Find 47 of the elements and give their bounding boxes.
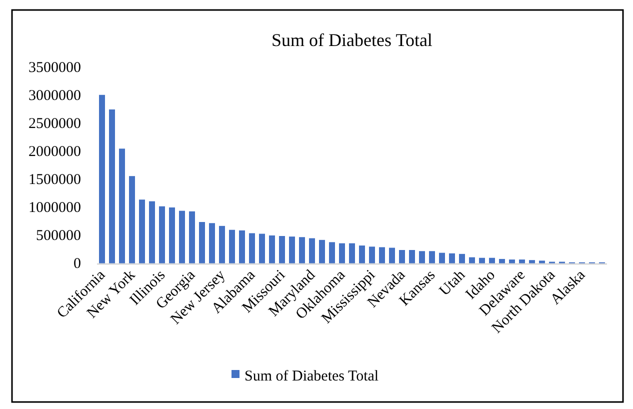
y-tick-label: 3500000 xyxy=(28,60,81,76)
bar xyxy=(239,230,245,264)
bar xyxy=(149,201,155,264)
bar xyxy=(189,211,195,264)
bar xyxy=(379,247,385,264)
bar xyxy=(429,251,435,264)
bar xyxy=(359,246,365,264)
bar xyxy=(289,236,295,264)
bar xyxy=(269,235,275,264)
legend-label: Sum of Diabetes Total xyxy=(244,368,379,384)
bar xyxy=(229,230,235,264)
y-tick-label: 1500000 xyxy=(28,172,81,188)
bar xyxy=(299,237,305,264)
bar xyxy=(459,254,465,264)
bar xyxy=(119,148,125,264)
y-tick-label: 0 xyxy=(74,256,81,272)
bar xyxy=(199,222,205,264)
bar xyxy=(169,207,175,264)
bar xyxy=(319,240,325,264)
bar xyxy=(159,206,165,264)
bar xyxy=(399,250,405,264)
bar xyxy=(219,226,225,264)
bar xyxy=(309,238,315,264)
bar xyxy=(449,253,455,264)
bar xyxy=(279,236,285,264)
chart-title: Sum of Diabetes Total xyxy=(272,30,432,50)
y-tick-label: 1000000 xyxy=(28,200,81,216)
bar xyxy=(419,251,425,264)
bar xyxy=(389,248,395,264)
bar xyxy=(209,223,215,264)
y-tick-label: 500000 xyxy=(36,228,81,244)
y-tick-label: 3000000 xyxy=(28,88,81,104)
bar xyxy=(329,242,335,264)
bar xyxy=(339,243,345,264)
bar xyxy=(439,252,445,264)
bar xyxy=(409,250,415,264)
bar xyxy=(99,94,105,264)
bar xyxy=(249,233,255,264)
bar xyxy=(369,246,375,264)
bar xyxy=(109,109,115,264)
bar xyxy=(349,243,355,264)
y-tick-label: 2000000 xyxy=(28,144,81,160)
bar xyxy=(129,176,135,264)
bar xyxy=(179,210,185,264)
bar xyxy=(259,234,265,264)
bar xyxy=(139,200,145,264)
y-tick-label: 2500000 xyxy=(28,116,81,132)
